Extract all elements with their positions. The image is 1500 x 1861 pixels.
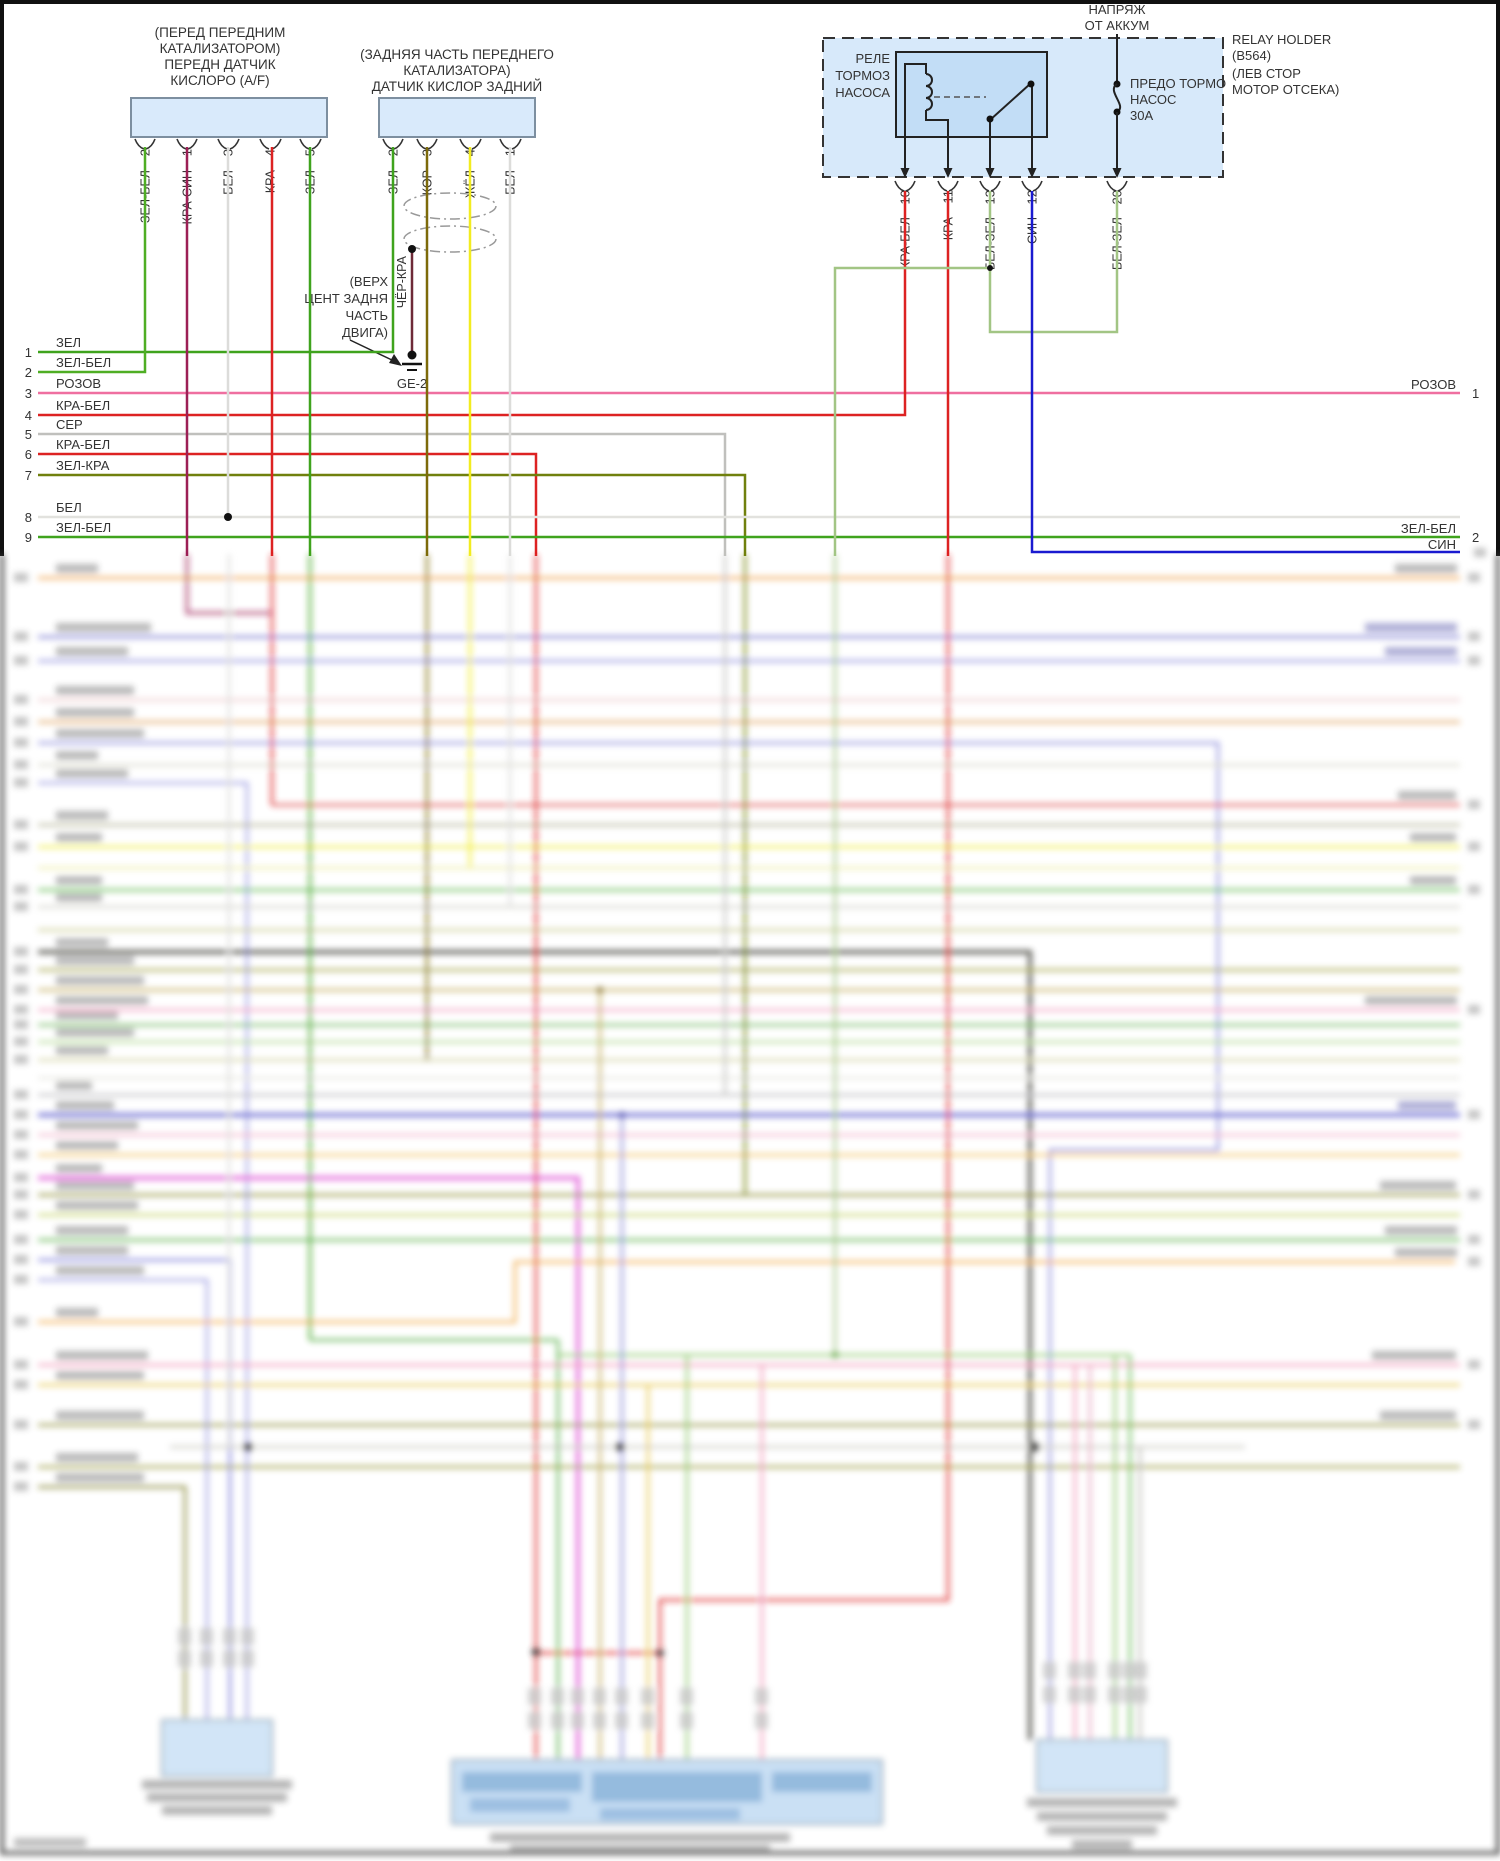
wire-kra-bel-row4 (38, 191, 907, 417)
relay-pin-brackets (894, 180, 1128, 192)
front-connector-caption: (ПЕРЕД ПЕРЕДНИМ (155, 25, 286, 40)
bottom-right-connector (1027, 1739, 1177, 1849)
relay-contact-dot (986, 115, 994, 123)
row-number: 1 (25, 345, 32, 360)
ground-arrowhead (389, 354, 402, 366)
wire-label: КРА (264, 169, 278, 193)
blurred-verticals (185, 554, 1142, 1770)
inline-connector-stubs (178, 1628, 1147, 1729)
rear-connector-pin-brackets (382, 138, 522, 150)
relay-holder: РЕЛЕ ТОРМОЗ НАСОСА НАПРЯЖ ОТ АККУМ (822, 2, 1339, 270)
row-label: КРА-БЕЛ (56, 437, 110, 452)
wire-zel-bel-row2 (38, 147, 147, 374)
wire-ser-row5 (38, 432, 727, 556)
row-number: 1 (1472, 386, 1479, 401)
row-number: 4 (25, 408, 32, 423)
row-label: РОЗОВ (1411, 377, 1456, 392)
row-number: 6 (25, 447, 32, 462)
row-label: СИН (1428, 537, 1456, 552)
ground-dot (407, 350, 417, 360)
rear-connector-caption: (ЗАДНЯЯ ЧАСТЬ ПЕРЕДНЕГО (360, 47, 554, 62)
front-connector-wire-labels: ЗЕЛ-БЕЛ КРА-СИН БЕЛ КРА ЗЕЛ (139, 169, 318, 224)
blurred-rows (38, 576, 1460, 1770)
right-rows: РОЗОВ 1 ЗЕЛ-БЕЛ 2 СИН (1401, 377, 1479, 552)
holder-label-4: МОТОР ОТСЕКА) (1232, 82, 1339, 97)
power-label: НАПРЯЖ (1088, 2, 1145, 17)
row-label: КРА-БЕЛ (56, 398, 110, 413)
ground-id-label: GE-2 (397, 376, 427, 391)
blurred-left-labels (14, 564, 151, 1491)
junction-dot-row8 (224, 513, 232, 521)
ground-note-2: ЦЕНТ ЗАДНЯ (304, 291, 388, 306)
row-label: СЕР (56, 417, 83, 432)
bottom-left-connector (142, 1719, 292, 1815)
relay-pin-numbers: 10 11 13 12 20 (898, 190, 1125, 204)
wire-bel-zel-branch (833, 266, 990, 556)
wire-bel-zel-loop (988, 191, 1119, 334)
rear-connector-pin-numbers: 2 3 4 1 (386, 149, 518, 156)
shield-symbol (403, 192, 497, 253)
wire-sin (1030, 191, 1460, 554)
front-connector-caption-2: КАТАЛИЗАТОРОМ) (160, 41, 281, 56)
shield-junction-dot (408, 245, 416, 253)
rear-connector-wire-labels: ЗЕЛ КОР ЖЁЛ БЕЛ (387, 170, 518, 198)
row-label: ЗЕЛ-БЕЛ (56, 520, 111, 535)
row-number: 3 (25, 386, 32, 401)
ground: ЧЁР-КРА GE-2 (ВЕРХ ЦЕНТ ЗАДНЯ ЧАСТЬ ДВИГ… (304, 245, 427, 391)
blurred-section (0, 548, 1500, 1855)
rear-connector: (ЗАДНЯЯ ЧАСТЬ ПЕРЕДНЕГО КАТАЛИЗАТОРА) ДА… (360, 47, 554, 253)
row-number: 2 (25, 365, 32, 380)
wire-zel-kra-row7 (38, 473, 747, 556)
left-rows: 1 ЗЕЛ 2 ЗЕЛ-БЕЛ 3 РОЗОВ 4 КРА-БЕЛ 5 СЕР … (25, 335, 111, 545)
front-connector-caption-3: ПЕРЕДН ДАТЧИК (164, 57, 275, 72)
row-label: ЗЕЛ-КРА (56, 458, 110, 473)
relay-internals (904, 63, 1033, 169)
relay-coil (925, 73, 933, 111)
wire-zel-row1 (38, 147, 395, 354)
relay-box (895, 51, 1048, 138)
row-number: 9 (25, 530, 32, 545)
bottom-center-connector (451, 1759, 883, 1854)
row-label: БЕЛ (56, 500, 82, 515)
relay-name-2: ТОРМОЗ (835, 68, 890, 83)
relay-pin-arrows (900, 168, 1122, 178)
front-connector-caption-4: КИСЛОРО (A/F) (170, 73, 269, 88)
relay-name-3: НАСОСА (835, 85, 890, 100)
row-number: 2 (1472, 530, 1479, 545)
frame (0, 0, 1500, 556)
holder-label-2: (B564) (1232, 48, 1271, 63)
row-label: РОЗОВ (56, 376, 101, 391)
row-number: 5 (25, 427, 32, 442)
fuse-label-2: НАСОС (1130, 92, 1176, 107)
front-connector-box (130, 97, 328, 138)
holder-label: RELAY HOLDER (1232, 32, 1331, 47)
relay-name: РЕЛЕ (855, 51, 890, 66)
relay-contact-dot-2 (1027, 80, 1035, 88)
row-label: ЗЕЛ-БЕЛ (56, 355, 111, 370)
power-label-2: ОТ АККУМ (1085, 18, 1150, 33)
blurred-right-labels (1365, 548, 1486, 1429)
row-label: ЗЕЛ-БЕЛ (1401, 521, 1456, 536)
relay-wire-labels: КРА-БЕЛ КРА БЕЛ-ЗЕЛ СИН БЕЛ-ЗЕЛ (899, 216, 1125, 270)
row-label: ЗЕЛ (56, 335, 81, 350)
fuse-label: ПРЕДО ТОРМО (1130, 76, 1226, 91)
fuse-label-3: 30А (1130, 108, 1153, 123)
rear-connector-box (378, 97, 536, 138)
wire-label: ЧЁР-КРА (395, 255, 409, 308)
ground-note-4: ДВИГА) (342, 325, 388, 340)
row-number: 8 (25, 510, 32, 525)
rear-connector-caption-2: КАТАЛИЗАТОРА) (403, 63, 510, 78)
wires (38, 147, 1460, 556)
ground-note-3: ЧАСТЬ (346, 308, 388, 323)
junction-dot-belzel (987, 265, 993, 271)
wire-kra-bel-row6 (38, 452, 538, 556)
holder-label-3: (ЛЕВ СТОР (1232, 66, 1301, 81)
ground-note: (ВЕРХ (350, 274, 389, 289)
pin-number: 4 (263, 149, 278, 156)
row-number: 7 (25, 468, 32, 483)
ground-arrow-line (349, 339, 395, 362)
rear-connector-caption-3: ДАТЧИК КИСЛОР ЗАДНИЙ (372, 79, 543, 94)
